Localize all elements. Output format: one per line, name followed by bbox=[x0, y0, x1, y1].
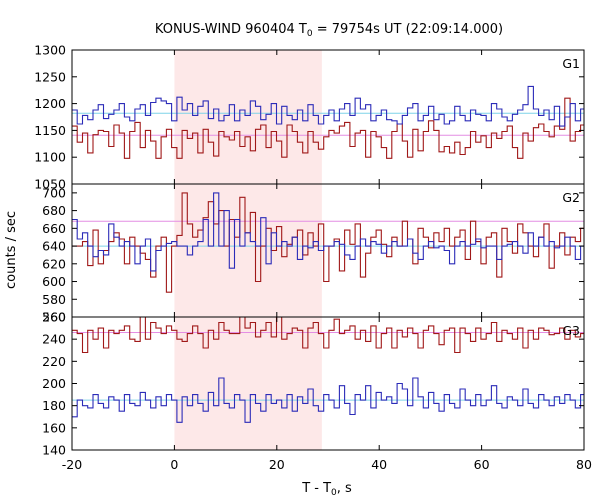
x-tick-label: 60 bbox=[474, 457, 490, 472]
y-tick-label: 600 bbox=[42, 274, 66, 289]
chart-title-subscript: 0 bbox=[307, 29, 313, 39]
y-tick-label: 260 bbox=[42, 310, 66, 325]
y-tick-label: 1200 bbox=[34, 96, 66, 111]
panel-label: G3 bbox=[562, 323, 580, 338]
series-red bbox=[72, 317, 584, 354]
y-tick-label: 1050 bbox=[34, 177, 66, 192]
x-axis-label-subscript: 0 bbox=[331, 488, 337, 498]
y-tick-label: 1150 bbox=[34, 123, 66, 138]
series-blue bbox=[72, 85, 584, 127]
panel-label: G2 bbox=[562, 190, 580, 205]
panel-frame bbox=[71, 183, 585, 318]
panel-series-group bbox=[72, 192, 584, 293]
series-red bbox=[72, 192, 584, 293]
y-axis-label: counts / sec bbox=[4, 211, 19, 289]
y-tick-label: 220 bbox=[42, 354, 66, 369]
y-tick-label: 240 bbox=[42, 332, 66, 347]
y-tick-label: 660 bbox=[42, 221, 66, 236]
x-tick-label: -20 bbox=[62, 457, 82, 472]
panel-series-group bbox=[72, 85, 584, 159]
panel-g3: 140 160 180 200 220 240 260 G3 bbox=[42, 310, 585, 458]
x-tick-label: 40 bbox=[371, 457, 387, 472]
y-tick-label: 140 bbox=[42, 443, 66, 458]
y-tick-label: 200 bbox=[42, 376, 66, 391]
y-tick-label: 1100 bbox=[34, 150, 66, 165]
y-tick-label: 1300 bbox=[34, 43, 66, 58]
y-tick-label: 700 bbox=[42, 185, 66, 200]
y-tick-label: 620 bbox=[42, 256, 66, 271]
x-tick-label: 0 bbox=[170, 457, 178, 472]
y-tick-label: 160 bbox=[42, 420, 66, 435]
panel-label: G1 bbox=[562, 56, 580, 71]
y-tick-label: 580 bbox=[42, 292, 66, 307]
panel-g1: 1050 1100 1150 1200 1250 1300 G1 bbox=[34, 43, 585, 192]
x-tick-label: 80 bbox=[576, 457, 592, 472]
x-axis-label: T - T0, s bbox=[301, 481, 352, 498]
y-tick-label: 680 bbox=[42, 203, 66, 218]
series-red bbox=[72, 97, 584, 159]
chart-title: KONUS-WIND 960404 T0 = 79754s UT (22:09:… bbox=[155, 22, 503, 39]
y-tick-label: 560 bbox=[42, 310, 66, 325]
series-blue bbox=[72, 192, 584, 272]
y-tick-label: 180 bbox=[42, 398, 66, 413]
y-tick-label: 1250 bbox=[34, 69, 66, 84]
series-blue bbox=[72, 377, 584, 423]
plot-area: 105011001150120012501300G156058060062064… bbox=[34, 43, 592, 473]
panel-frame bbox=[71, 316, 585, 451]
y-tick-label: 640 bbox=[42, 239, 66, 254]
x-tick-label: 20 bbox=[269, 457, 285, 472]
panel-series-group bbox=[72, 317, 584, 423]
